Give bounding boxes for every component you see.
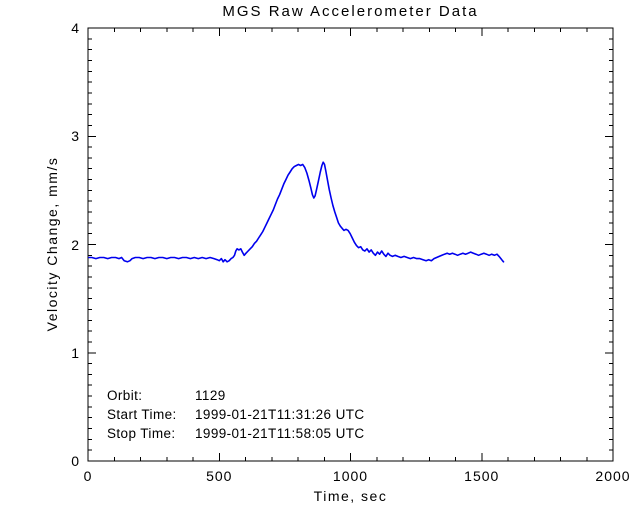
- annotation-block: Orbit: 1129 Start Time: 1999-01-21T11:31…: [107, 386, 365, 443]
- x-tick-label-1500: 1500: [464, 468, 500, 484]
- velocity-change-curve: [88, 161, 505, 263]
- x-tick-label-2000: 2000: [595, 468, 631, 484]
- annotation-stop-time: Stop Time: 1999-01-21T11:58:05 UTC: [107, 424, 365, 443]
- annotation-orbit-label: Orbit:: [107, 388, 143, 403]
- annotation-start-time: Start Time: 1999-01-21T11:31:26 UTC: [107, 405, 365, 424]
- y-tick-label-4: 4: [71, 20, 80, 36]
- annotation-stop-time-value: 1999-01-21T11:58:05 UTC: [195, 426, 365, 441]
- y-tick-label-3: 3: [71, 128, 80, 145]
- x-tick-label-0: 0: [83, 468, 93, 484]
- y-tick-label-0: 0: [71, 453, 80, 469]
- y-tick-label-2: 2: [71, 236, 80, 253]
- annotation-start-time-label: Start Time:: [107, 407, 177, 422]
- annotation-orbit: Orbit: 1129: [107, 386, 365, 405]
- x-tick-label-500: 500: [206, 468, 233, 484]
- y-tick-label-1: 1: [71, 344, 80, 361]
- chart-title: MGS Raw Accelerometer Data: [222, 3, 479, 20]
- x-tick-label-1000: 1000: [332, 468, 369, 484]
- annotation-stop-time-label: Stop Time:: [107, 426, 176, 441]
- annotation-start-time-value: 1999-01-21T11:31:26 UTC: [195, 407, 365, 422]
- x-axis-label: Time, sec: [313, 488, 388, 504]
- annotation-orbit-value: 1129: [195, 388, 226, 403]
